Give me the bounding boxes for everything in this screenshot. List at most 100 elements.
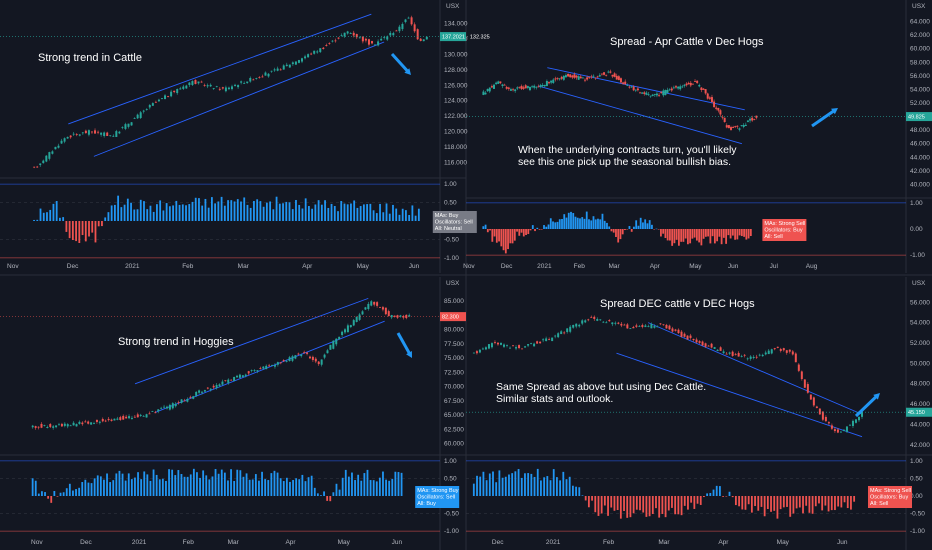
candle-body bbox=[416, 29, 419, 40]
candle-body bbox=[749, 118, 752, 121]
candle-body bbox=[670, 88, 673, 91]
candle bbox=[635, 323, 638, 328]
candle bbox=[548, 337, 551, 341]
osc-tick-label: 0.50 bbox=[444, 200, 457, 207]
candle bbox=[285, 359, 288, 363]
candle bbox=[732, 125, 735, 129]
candle-body bbox=[738, 128, 741, 130]
candle-body bbox=[341, 331, 344, 336]
candle-body bbox=[560, 331, 563, 335]
osc-bar bbox=[635, 220, 638, 229]
candle bbox=[279, 68, 282, 71]
osc-bar bbox=[657, 229, 660, 230]
candle-body bbox=[571, 75, 574, 78]
osc-bar bbox=[488, 473, 491, 496]
candle-body bbox=[81, 132, 84, 134]
osc-bar bbox=[606, 222, 608, 229]
osc-bar bbox=[168, 469, 170, 496]
candle bbox=[142, 415, 145, 417]
candle bbox=[304, 54, 307, 60]
candle bbox=[145, 413, 148, 418]
osc-bar bbox=[520, 229, 523, 233]
candle-body bbox=[118, 131, 121, 134]
osc-bar bbox=[757, 496, 760, 511]
candle-body bbox=[271, 364, 274, 366]
candle-body bbox=[176, 89, 179, 94]
osc-bar bbox=[372, 480, 375, 496]
candle bbox=[398, 24, 401, 34]
candle-body bbox=[244, 374, 247, 376]
candle-body bbox=[371, 41, 374, 44]
osc-bar bbox=[81, 482, 84, 496]
candle-body bbox=[273, 365, 276, 367]
osc-bar bbox=[333, 206, 336, 221]
candle bbox=[168, 403, 171, 411]
candle-body bbox=[583, 79, 586, 81]
x-tick-label: Feb bbox=[603, 539, 615, 546]
osc-bar bbox=[155, 474, 158, 496]
y-tick-label: 62.500 bbox=[444, 426, 464, 433]
candle-body bbox=[94, 130, 97, 134]
osc-bar bbox=[165, 480, 167, 496]
candle bbox=[674, 85, 677, 89]
candle-body bbox=[611, 322, 614, 325]
candle-body bbox=[374, 44, 377, 46]
y-tick-label: 120.000 bbox=[444, 129, 468, 136]
candle bbox=[478, 349, 481, 354]
candle bbox=[173, 90, 176, 94]
candle bbox=[806, 382, 809, 394]
osc-bar bbox=[304, 198, 307, 221]
candle bbox=[148, 411, 151, 415]
candle bbox=[679, 84, 682, 91]
candle-body bbox=[154, 101, 157, 103]
osc-bar bbox=[87, 482, 90, 496]
osc-bar bbox=[789, 496, 792, 517]
candle bbox=[552, 78, 555, 84]
candle-body bbox=[643, 92, 646, 94]
candle-body bbox=[352, 32, 355, 36]
candle bbox=[224, 85, 227, 93]
candle bbox=[393, 315, 396, 318]
candle bbox=[577, 75, 580, 80]
candle bbox=[554, 334, 557, 339]
osc-bar bbox=[635, 496, 638, 510]
osc-bar bbox=[308, 206, 310, 221]
candle bbox=[301, 57, 304, 64]
candle bbox=[731, 350, 734, 357]
osc-bar bbox=[39, 208, 42, 221]
osc-bar bbox=[624, 229, 626, 231]
candle bbox=[316, 49, 319, 54]
osc-bar bbox=[574, 216, 577, 229]
osc-bar bbox=[65, 488, 68, 496]
candle bbox=[335, 338, 338, 347]
candle-body bbox=[170, 91, 173, 97]
candle bbox=[668, 324, 671, 330]
osc-bar bbox=[97, 221, 100, 227]
candle bbox=[408, 313, 411, 318]
candle bbox=[288, 64, 291, 68]
osc-bar bbox=[94, 221, 97, 243]
candle bbox=[384, 307, 387, 316]
y-tick-label: 56.000 bbox=[910, 73, 930, 80]
osc-bar bbox=[123, 204, 126, 221]
osc-bar bbox=[227, 200, 229, 221]
osc-bar bbox=[118, 470, 121, 496]
candle-body bbox=[267, 73, 270, 77]
candle-body bbox=[404, 19, 407, 23]
candle bbox=[613, 72, 616, 78]
osc-bar bbox=[366, 469, 369, 496]
candle-body bbox=[212, 88, 215, 89]
candle bbox=[97, 130, 100, 135]
candle-body bbox=[628, 86, 631, 88]
candle-body bbox=[72, 133, 75, 135]
candle-body bbox=[481, 348, 484, 350]
osc-bar bbox=[565, 217, 568, 229]
osc-bar bbox=[508, 474, 510, 496]
osc-bar bbox=[489, 229, 491, 231]
price-tag-bg bbox=[906, 407, 932, 417]
candle-body bbox=[679, 86, 682, 90]
candle-body bbox=[209, 84, 212, 87]
osc-bar bbox=[707, 229, 710, 237]
osc-bar bbox=[288, 202, 291, 221]
osc-bar bbox=[256, 199, 259, 221]
